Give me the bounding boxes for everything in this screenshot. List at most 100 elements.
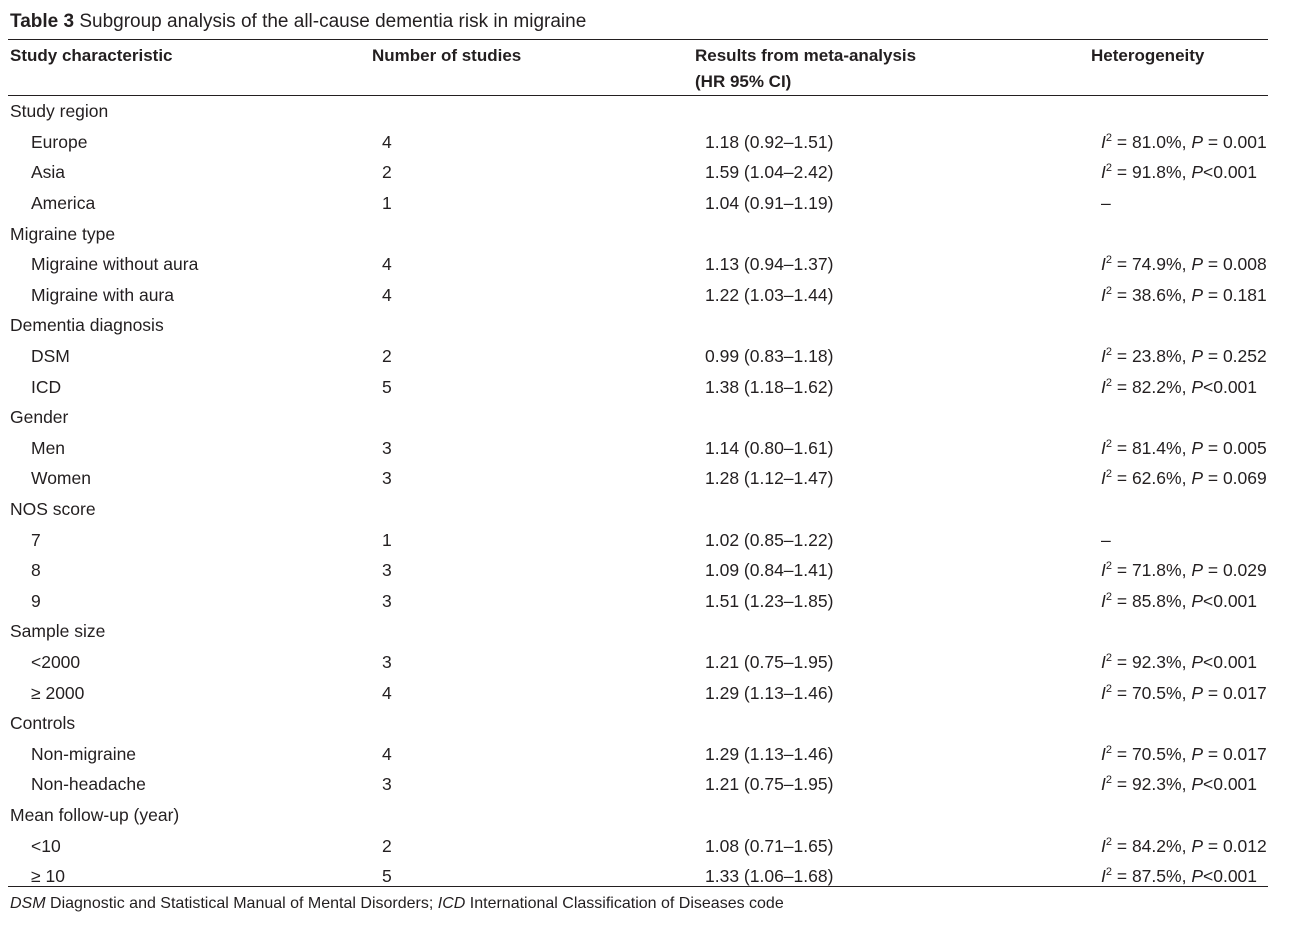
p-symbol: P bbox=[1191, 346, 1203, 367]
p-operator: < bbox=[1203, 651, 1214, 672]
hazard-ratio-cell: 1.22 (1.03–1.44) bbox=[705, 284, 834, 305]
table-row: 7 1 1.02 (0.85–1.22) – bbox=[0, 524, 1298, 555]
study-count-cell: 4 bbox=[382, 743, 392, 764]
i-squared-symbol: I bbox=[1101, 743, 1106, 764]
hazard-ratio-cell: 1.33 (1.06–1.68) bbox=[705, 866, 834, 887]
i-squared-value: 70.5% bbox=[1131, 743, 1182, 764]
study-count-cell: 4 bbox=[382, 131, 392, 152]
empty-cell bbox=[382, 96, 705, 127]
i-squared-value: 74.9% bbox=[1131, 254, 1182, 275]
hazard-ratio-cell: 1.09 (0.84–1.41) bbox=[705, 560, 834, 581]
heterogeneity-cell: – bbox=[1101, 524, 1298, 555]
heterogeneity-cell: I2 = 74.9%, P = 0.008 bbox=[1101, 249, 1298, 280]
table-row: DSM 2 0.99 (0.83–1.18) I2 = 23.8%, P = 0.25… bbox=[0, 341, 1298, 372]
p-value: 0.005 bbox=[1222, 437, 1267, 458]
group-label: Mean follow-up (year) bbox=[10, 804, 180, 825]
column-header-characteristic: Study characteristic bbox=[10, 46, 173, 65]
p-value: 0.012 bbox=[1222, 835, 1267, 856]
heterogeneity-cell: I2 = 81.0%, P = 0.001 bbox=[1101, 127, 1298, 158]
p-value: 0.001 bbox=[1213, 162, 1258, 183]
p-value: 0.017 bbox=[1222, 682, 1267, 703]
table-row: Non-headache 3 1.21 (0.75–1.95) I2 = 92.3%,… bbox=[0, 769, 1298, 800]
equals-sign: = bbox=[1112, 346, 1132, 367]
separator: , bbox=[1181, 651, 1192, 672]
superscript-two: 2 bbox=[1105, 590, 1112, 603]
equals-sign: = bbox=[1112, 866, 1132, 887]
superscript-two: 2 bbox=[1105, 284, 1112, 297]
empty-cell bbox=[382, 800, 705, 831]
i-squared-value: 84.2% bbox=[1131, 835, 1182, 856]
equals-sign: = bbox=[1112, 254, 1132, 275]
i-squared-symbol: I bbox=[1101, 437, 1106, 458]
separator: , bbox=[1181, 590, 1192, 611]
separator: , bbox=[1181, 682, 1192, 703]
empty-cell bbox=[705, 310, 1101, 341]
no-heterogeneity-dash: – bbox=[1101, 193, 1111, 214]
p-operator: < bbox=[1203, 774, 1214, 795]
i-squared-value: 87.5% bbox=[1131, 866, 1182, 887]
superscript-two: 2 bbox=[1105, 346, 1112, 359]
group-label: Gender bbox=[10, 407, 69, 428]
empty-cell bbox=[1101, 402, 1298, 433]
heterogeneity-cell: I2 = 62.6%, P = 0.069 bbox=[1101, 463, 1298, 494]
superscript-two: 2 bbox=[1105, 162, 1112, 175]
i-squared-value: 38.6% bbox=[1131, 284, 1182, 305]
i-squared-value: 62.6% bbox=[1131, 468, 1182, 489]
table-row: Asia 2 1.59 (1.04–2.42) I2 = 91.8%, P<0.001 bbox=[0, 157, 1298, 188]
p-value: 0.001 bbox=[1222, 131, 1267, 152]
column-header-results-line1: Results from meta-analysis bbox=[695, 46, 917, 65]
i-squared-value: 82.2% bbox=[1131, 376, 1182, 397]
hazard-ratio-cell: 1.14 (0.80–1.61) bbox=[705, 437, 834, 458]
group-label: NOS score bbox=[10, 499, 96, 520]
table-row: Non-migraine 4 1.29 (1.13–1.46) I2 = 70.5%,… bbox=[0, 738, 1298, 769]
group-row: Study region bbox=[0, 96, 1298, 127]
empty-cell bbox=[382, 402, 705, 433]
results-table: Study region Europe 4 1.18 (0.92–1.51) I2 = … bbox=[0, 96, 1298, 891]
superscript-two: 2 bbox=[1105, 835, 1112, 848]
empty-cell bbox=[705, 402, 1101, 433]
table-row: Migraine without aura 4 1.13 (0.94–1.37) I2… bbox=[0, 249, 1298, 280]
i-squared-symbol: I bbox=[1101, 468, 1106, 489]
group-label: Study region bbox=[10, 101, 109, 122]
p-value: 0.001 bbox=[1213, 590, 1258, 611]
empty-cell bbox=[1101, 616, 1298, 647]
p-value: 0.008 bbox=[1222, 254, 1267, 275]
empty-cell bbox=[705, 96, 1101, 127]
separator: , bbox=[1181, 437, 1192, 458]
superscript-two: 2 bbox=[1105, 774, 1112, 787]
separator: , bbox=[1181, 376, 1192, 397]
row-label: ≥ 10 bbox=[31, 866, 65, 887]
separator: , bbox=[1181, 468, 1192, 489]
p-symbol: P bbox=[1191, 468, 1203, 489]
table-row: ICD 5 1.38 (1.18–1.62) I2 = 82.2%, P<0.001 bbox=[0, 371, 1298, 402]
table-row: <10 2 1.08 (0.71–1.65) I2 = 84.2%, P = 0.01… bbox=[0, 830, 1298, 861]
superscript-two: 2 bbox=[1105, 651, 1112, 664]
row-label: Non-migraine bbox=[31, 743, 137, 764]
i-squared-value: 91.8% bbox=[1131, 162, 1182, 183]
p-symbol: P bbox=[1191, 254, 1203, 275]
table-row: Women 3 1.28 (1.12–1.47) I2 = 62.6%, P = 0.… bbox=[0, 463, 1298, 494]
p-operator: = bbox=[1203, 131, 1223, 152]
p-operator: < bbox=[1203, 866, 1214, 887]
hazard-ratio-cell: 1.02 (0.85–1.22) bbox=[705, 529, 834, 550]
i-squared-symbol: I bbox=[1101, 284, 1106, 305]
equals-sign: = bbox=[1112, 590, 1132, 611]
group-row: Dementia diagnosis bbox=[0, 310, 1298, 341]
i-squared-symbol: I bbox=[1101, 682, 1106, 703]
study-count-cell: 5 bbox=[382, 376, 392, 397]
table-label: Table 3 bbox=[10, 11, 75, 32]
empty-cell bbox=[705, 218, 1101, 249]
p-operator: = bbox=[1203, 468, 1223, 489]
table-row: America 1 1.04 (0.91–1.19) – bbox=[0, 188, 1298, 219]
table-row: Men 3 1.14 (0.80–1.61) I2 = 81.4%, P = 0.00… bbox=[0, 433, 1298, 464]
table-row: 8 3 1.09 (0.84–1.41) I2 = 71.8%, P = 0.029 bbox=[0, 555, 1298, 586]
equals-sign: = bbox=[1112, 560, 1132, 581]
heterogeneity-cell: I2 = 82.2%, P<0.001 bbox=[1101, 371, 1298, 402]
p-operator: = bbox=[1203, 682, 1223, 703]
i-squared-symbol: I bbox=[1101, 131, 1106, 152]
superscript-two: 2 bbox=[1105, 254, 1112, 267]
row-label: Europe bbox=[31, 131, 88, 152]
group-row: Gender bbox=[0, 402, 1298, 433]
row-label: 9 bbox=[31, 590, 41, 611]
study-count-cell: 4 bbox=[382, 284, 392, 305]
